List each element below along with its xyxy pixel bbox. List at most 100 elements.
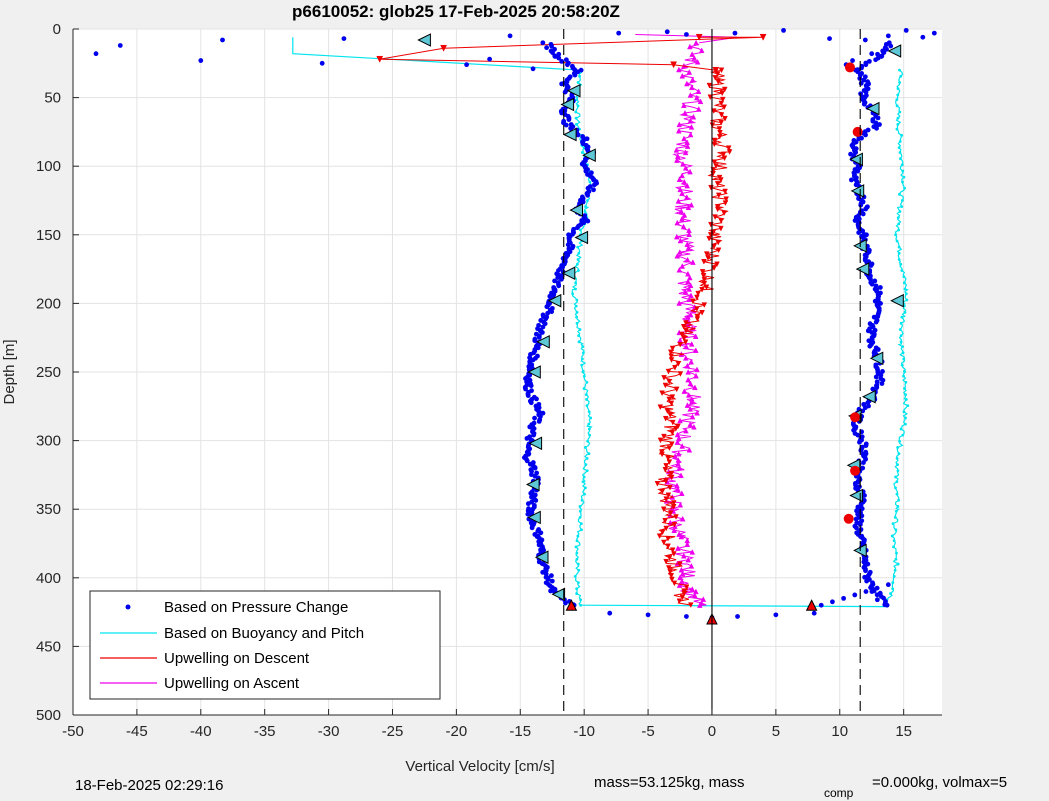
y-tick-label: 150 [36, 227, 61, 244]
buoyancy-point [891, 587, 895, 591]
buoyancy-point [585, 404, 589, 408]
pressure-point-down [584, 136, 590, 142]
x-tick-label: 0 [708, 723, 716, 740]
pressure-point-up [866, 58, 872, 64]
upwelling-ascent-marker [686, 286, 693, 292]
buoyancy-point [903, 287, 907, 291]
buoyancy-point [581, 480, 585, 484]
buoyancy-point [894, 509, 898, 513]
upwelling-descent-marker [677, 341, 684, 348]
buoyancy-point [894, 528, 898, 532]
buoyancy-point [904, 292, 908, 296]
pressure-point-surface [664, 29, 670, 35]
direction-chevron-marker [560, 97, 575, 112]
pressure-point-down [585, 192, 591, 198]
upwelling-ascent-marker [674, 439, 681, 445]
buoyancy-point [574, 287, 577, 291]
buoyancy-point [574, 116, 578, 120]
buoyancy-point [895, 551, 898, 555]
upwelling-descent-marker [659, 390, 665, 397]
upwelling-ascent-marker [692, 333, 699, 339]
pressure-point-down [559, 276, 564, 282]
upwelling-ascent-marker [685, 245, 692, 251]
pressure-point-surface [850, 58, 855, 63]
buoyancy-point [578, 328, 582, 331]
legend-item-pressure: Based on Pressure Change [125, 599, 348, 616]
pressure-point-down [575, 225, 580, 231]
direction-chevron-marker [551, 587, 566, 602]
upwelling-descent-marker [694, 294, 700, 301]
pressure-point-down [528, 383, 534, 389]
upwelling-ascent-marker [687, 92, 694, 98]
pressure-point-up [863, 568, 868, 574]
upwelling-descent-marker [663, 525, 670, 532]
upwelling-ascent-marker [687, 117, 694, 124]
upwelling-descent-marker [719, 96, 726, 103]
upwelling-descent-marker [699, 269, 706, 275]
upwelling-ascent-marker [688, 201, 695, 208]
x-tick-label: -50 [62, 723, 84, 740]
buoyancy-point [581, 345, 585, 349]
upwelling-descent-marker [660, 539, 667, 546]
x-tick-label: -10 [573, 723, 595, 740]
upwelling-descent-marker [671, 580, 678, 587]
pressure-point-down [592, 182, 597, 188]
upwelling-descent-marker [666, 378, 673, 385]
upwelling-ascent-marker [685, 392, 692, 398]
pressure-point-down [532, 415, 537, 421]
upwelling-descent-marker [712, 75, 719, 81]
upwelling-descent-marker [706, 235, 712, 242]
footer-mass: mass=53.125kg, mass [594, 774, 745, 791]
upwelling-descent-marker [718, 225, 724, 232]
upwelling-ascent-marker [694, 409, 700, 416]
buoyancy-point [897, 245, 901, 249]
upwelling-ascent-marker [688, 124, 695, 130]
upwelling-descent-marker [669, 429, 676, 436]
footer-comp: =0.000kg, volmax=5 [872, 774, 1007, 791]
buoyancy-point [894, 475, 897, 479]
upwelling-ascent-marker [679, 72, 686, 79]
buoyancy-point [578, 228, 582, 232]
direction-chevron-marker [566, 83, 581, 98]
buoyancy-point [901, 351, 905, 355]
buoyancy-point [903, 369, 906, 373]
upwelling-descent-marker [683, 327, 689, 334]
upwelling-descent-marker [667, 510, 674, 516]
upwelling-descent-marker [679, 331, 685, 338]
upwelling-descent-marker [672, 426, 679, 432]
buoyancy-point [580, 357, 584, 361]
buoyancy-point [582, 475, 586, 479]
upwelling-ascent-marker [679, 570, 686, 577]
upwelling-ascent-marker [680, 161, 686, 167]
upwelling-ascent-marker [679, 515, 686, 522]
buoyancy-point [582, 374, 586, 378]
upwelling-ascent-marker [675, 450, 682, 457]
buoyancy-point [899, 262, 903, 266]
buoyancy-point [580, 528, 583, 532]
upwelling-ascent-marker [687, 380, 694, 387]
upwelling-descent-marker [681, 590, 688, 597]
upwelling-descent-marker [665, 492, 672, 499]
pressure-point-bottom [874, 585, 880, 591]
legend-item-ascent: Upwelling on Ascent [100, 675, 300, 692]
pressure-point-surface [827, 36, 832, 42]
buoyancy-point [898, 81, 902, 84]
upwelling-ascent-marker [675, 198, 682, 204]
pressure-point-bottom [684, 614, 689, 619]
upwelling-descent-marker [662, 415, 669, 422]
buoyancy-point [893, 516, 897, 519]
buoyancy-point [903, 310, 907, 314]
pressure-point-down [563, 600, 568, 606]
upwelling-ascent-marker [677, 501, 684, 508]
buoyancy-point [899, 427, 903, 431]
x-axis-label: Vertical Velocity [cm/s] [405, 758, 554, 775]
pressure-point-down [559, 58, 565, 64]
upwelling-descent-marker [694, 316, 701, 322]
buoyancy-point [900, 163, 904, 167]
pressure-point-down [532, 465, 538, 471]
upwelling-descent-marker [718, 218, 724, 224]
pressure-point-down [559, 81, 565, 87]
buoyancy-point [892, 575, 896, 578]
buoyancy-point [897, 228, 901, 232]
buoyancy-point [896, 122, 900, 126]
